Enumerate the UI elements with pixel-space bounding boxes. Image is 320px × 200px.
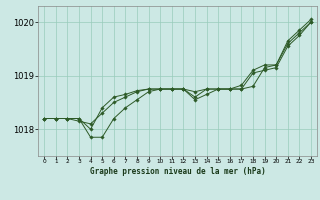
X-axis label: Graphe pression niveau de la mer (hPa): Graphe pression niveau de la mer (hPa) [90, 167, 266, 176]
